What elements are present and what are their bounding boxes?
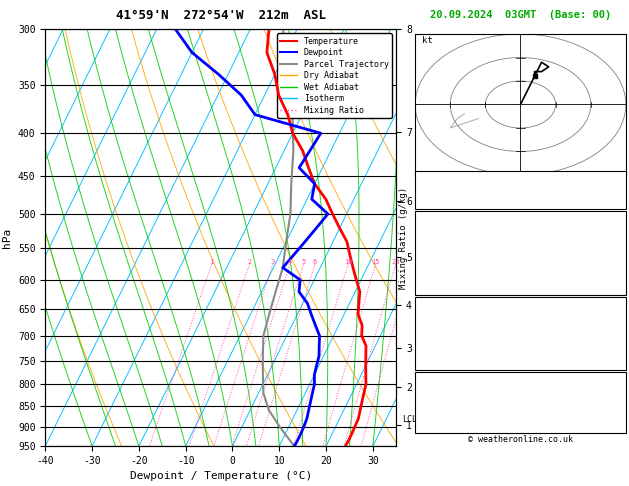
Y-axis label: km
ASL: km ASL (415, 229, 437, 246)
Text: kt: kt (422, 36, 433, 45)
Text: 20.09.2024  03GMT  (Base: 00): 20.09.2024 03GMT (Base: 00) (430, 10, 611, 20)
Text: 6: 6 (313, 259, 317, 264)
Text: 1: 1 (209, 259, 214, 264)
Text: CIN (J): CIN (J) (418, 357, 456, 365)
Text: θₑ (K): θₑ (K) (418, 322, 450, 331)
Text: Pressure (mb): Pressure (mb) (418, 311, 488, 319)
Text: © weatheronline.co.uk: © weatheronline.co.uk (468, 434, 573, 444)
Text: 4: 4 (287, 259, 292, 264)
Text: LCL: LCL (402, 415, 417, 424)
Text: Lifted Index: Lifted Index (418, 333, 483, 343)
Text: Most Unstable: Most Unstable (486, 299, 555, 308)
Text: 57: 57 (610, 397, 621, 405)
Text: 0: 0 (615, 282, 621, 291)
Text: Surface: Surface (502, 213, 539, 222)
Text: 5: 5 (615, 333, 621, 343)
Text: 326: 326 (604, 247, 621, 257)
Text: CIN (J): CIN (J) (418, 282, 456, 291)
Text: Hodograph: Hodograph (496, 373, 545, 382)
Text: K: K (418, 173, 424, 182)
Text: 13.2: 13.2 (599, 236, 621, 245)
Text: 41°59'N  272°54'W  212m  ASL: 41°59'N 272°54'W 212m ASL (116, 9, 326, 22)
Text: 24.1: 24.1 (599, 225, 621, 233)
Text: 0: 0 (615, 270, 621, 279)
Text: PW (cm): PW (cm) (418, 196, 456, 205)
Text: 295°: 295° (599, 408, 621, 417)
Text: Totals Totals: Totals Totals (418, 184, 488, 193)
Text: 2: 2 (247, 259, 252, 264)
Text: 20: 20 (391, 259, 400, 264)
Text: Lifted Index: Lifted Index (418, 259, 483, 268)
Text: θₑ(K): θₑ(K) (418, 247, 445, 257)
Legend: Temperature, Dewpoint, Parcel Trajectory, Dry Adiabat, Wet Adiabat, Isotherm, Mi: Temperature, Dewpoint, Parcel Trajectory… (277, 34, 392, 118)
Text: 2.45: 2.45 (599, 196, 621, 205)
Text: StmSpd (kt): StmSpd (kt) (418, 419, 477, 429)
Text: 3: 3 (270, 259, 275, 264)
Text: 700: 700 (604, 311, 621, 319)
Text: 15: 15 (371, 259, 380, 264)
Text: EH: EH (418, 385, 429, 394)
Text: 327: 327 (604, 322, 621, 331)
Text: Mixing Ratio (g/kg): Mixing Ratio (g/kg) (399, 187, 408, 289)
Text: Temp (°C): Temp (°C) (418, 225, 467, 233)
Text: SREH: SREH (418, 397, 440, 405)
Y-axis label: hPa: hPa (3, 227, 13, 248)
Text: 65: 65 (610, 385, 621, 394)
Text: 0: 0 (615, 345, 621, 354)
X-axis label: Dewpoint / Temperature (°C): Dewpoint / Temperature (°C) (130, 471, 312, 482)
Text: Dewp (°C): Dewp (°C) (418, 236, 467, 245)
Text: 9: 9 (615, 419, 621, 429)
Text: 10: 10 (344, 259, 352, 264)
Text: 22: 22 (610, 173, 621, 182)
Text: 0: 0 (615, 357, 621, 365)
Text: CAPE (J): CAPE (J) (418, 345, 461, 354)
Text: CAPE (J): CAPE (J) (418, 270, 461, 279)
Text: 5: 5 (615, 259, 621, 268)
Text: StmDir: StmDir (418, 408, 450, 417)
Text: 5: 5 (301, 259, 306, 264)
Text: 40: 40 (610, 184, 621, 193)
